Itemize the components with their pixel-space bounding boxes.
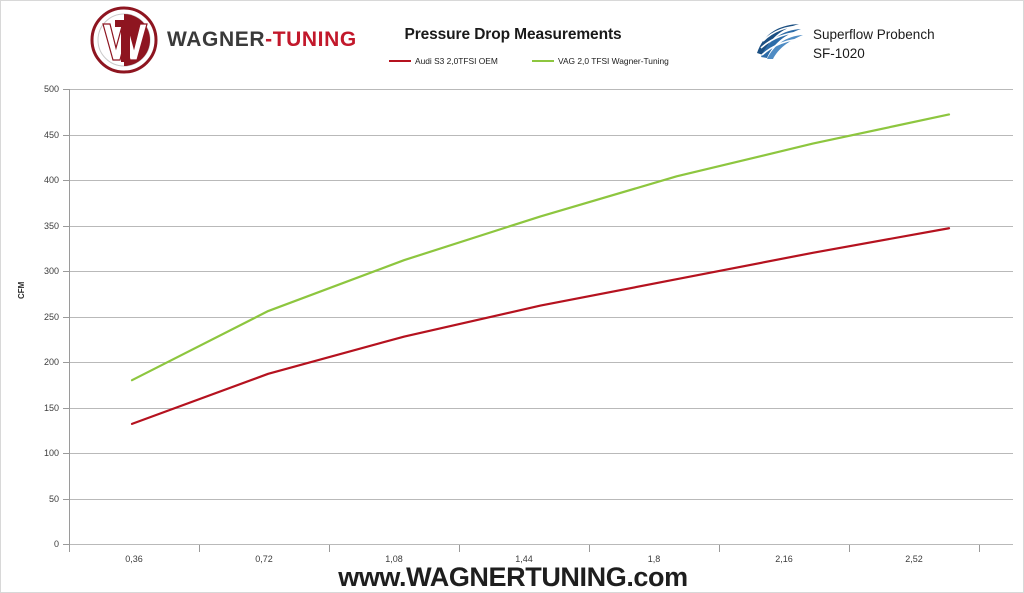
brand-word-tuning: TUNING xyxy=(272,28,357,51)
y-tick-mark xyxy=(63,134,69,136)
legend-item-series-0: Audi S3 2,0TFSI OEM xyxy=(389,54,498,68)
y-axis-title: CFM xyxy=(17,281,26,299)
x-tick-label: 1,44 xyxy=(515,554,533,564)
gridline xyxy=(69,453,1013,454)
brand-word-separator: - xyxy=(265,28,273,51)
y-tick-mark xyxy=(63,407,69,409)
y-tick-label: 250 xyxy=(43,311,59,322)
gridline xyxy=(69,316,1013,318)
superflow-logo-icon xyxy=(757,24,805,59)
gridline xyxy=(69,180,1013,181)
x-tick-mark xyxy=(69,545,70,552)
chart-header: WAGNER-TUNING Pressure Drop Measurements… xyxy=(1,1,1023,79)
x-tick-mark xyxy=(719,545,720,552)
gridline xyxy=(69,544,1013,545)
y-tick-label: 400 xyxy=(43,175,59,185)
legend-label-series-0: Audi S3 2,0TFSI OEM xyxy=(415,56,498,66)
y-tick-mark xyxy=(63,453,69,454)
watermark-url: www.WAGNERTUNING.com xyxy=(338,562,688,592)
y-tick-mark xyxy=(63,225,69,227)
gridline xyxy=(69,134,1013,136)
y-tick-label: 450 xyxy=(43,129,59,140)
y-tick-mark xyxy=(63,271,69,272)
x-tick-mark xyxy=(979,545,980,552)
x-tick-label: 0,72 xyxy=(255,554,273,564)
y-tick-label: 100 xyxy=(43,448,59,458)
y-tick-mark xyxy=(63,89,69,90)
gridline xyxy=(69,407,1013,409)
brand-word-wagner: WAGNER xyxy=(167,28,266,51)
y-tick-label: 300 xyxy=(43,266,59,276)
x-tick-label: 1,8 xyxy=(647,554,661,564)
x-tick-mark xyxy=(849,545,850,552)
y-tick-label: 0 xyxy=(53,539,59,549)
gridline xyxy=(69,362,1013,363)
y-tick-label: 150 xyxy=(43,402,59,413)
legend-swatch-series-0 xyxy=(389,60,411,62)
gridline xyxy=(69,271,1013,272)
y-tick-mark xyxy=(63,544,69,545)
wagner-brand-wordmark: WAGNER-TUNING xyxy=(167,28,357,52)
legend-item-series-1: VAG 2,0 TFSI Wagner-Tuning xyxy=(532,54,669,68)
chart-legend: Audi S3 2,0TFSI OEM VAG 2,0 TFSI Wagner-… xyxy=(389,54,689,68)
gridline xyxy=(69,498,1013,500)
y-tick-label: 50 xyxy=(48,493,59,504)
equipment-model: SF-1020 xyxy=(813,46,865,61)
x-tick-mark xyxy=(589,545,590,552)
x-tick-label: 0,36 xyxy=(125,554,143,564)
gridline xyxy=(69,225,1013,227)
gridline xyxy=(69,89,1013,90)
y-axis-line xyxy=(69,89,70,545)
wagner-tuning-logo-icon xyxy=(90,6,158,74)
x-tick-label: 2,52 xyxy=(905,554,923,564)
y-tick-label: 200 xyxy=(43,357,59,367)
y-tick-label: 500 xyxy=(43,84,59,94)
x-tick-label: 1,08 xyxy=(385,554,403,564)
y-tick-label: 350 xyxy=(43,220,59,231)
x-tick-mark xyxy=(329,545,330,552)
equipment-label: Superflow Probench SF-1020 xyxy=(813,25,935,63)
equipment-name: Superflow Probench xyxy=(813,27,935,42)
x-tick-label: 2,16 xyxy=(775,554,793,564)
plot-area xyxy=(69,89,1013,545)
y-tick-mark xyxy=(63,316,69,318)
chart-title: Pressure Drop Measurements xyxy=(404,26,622,43)
legend-swatch-series-1 xyxy=(532,60,554,62)
x-tick-mark xyxy=(199,545,200,552)
y-tick-mark xyxy=(63,498,69,500)
y-tick-mark xyxy=(63,180,69,181)
legend-label-series-1: VAG 2,0 TFSI Wagner-Tuning xyxy=(558,56,669,66)
y-tick-mark xyxy=(63,362,69,363)
x-tick-mark xyxy=(459,545,460,552)
